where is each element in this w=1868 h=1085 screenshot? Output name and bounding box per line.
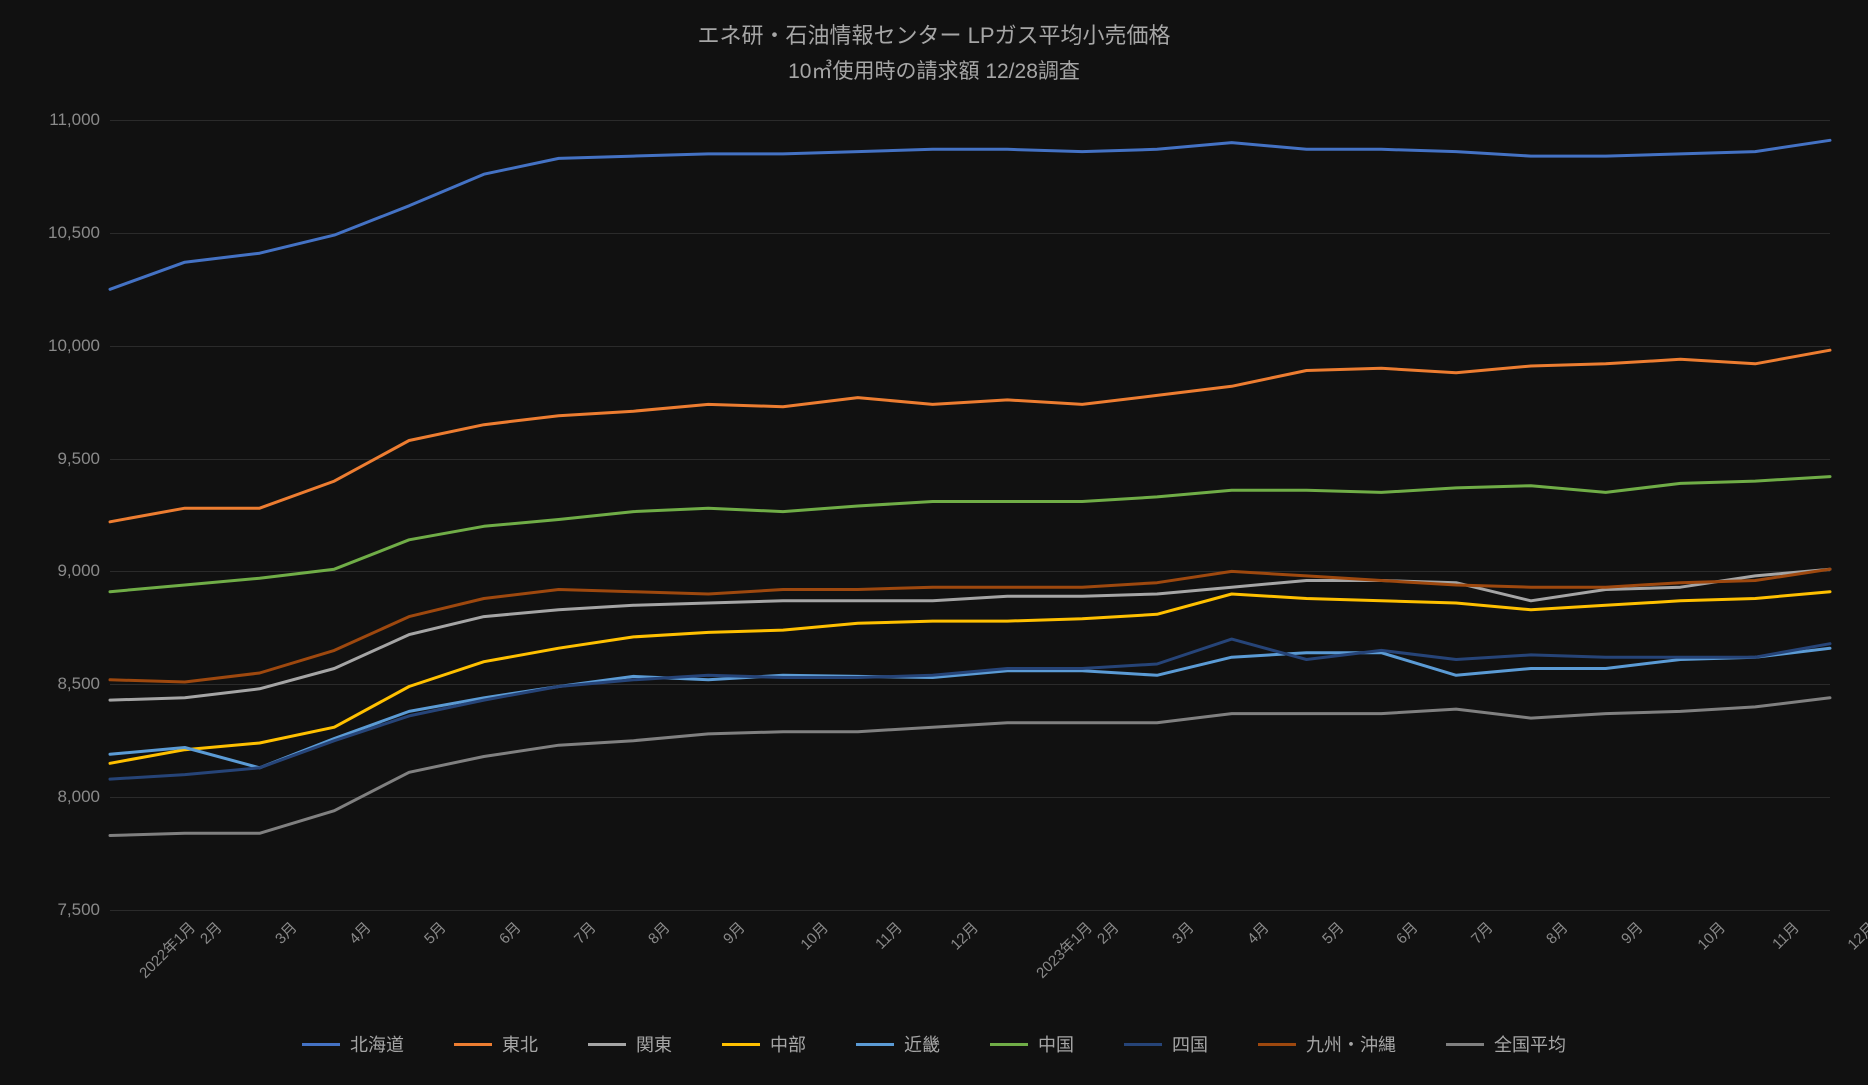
x-tick-label: 12月: [1842, 917, 1868, 954]
y-tick-label: 10,000: [30, 336, 100, 356]
series-line-東北: [110, 350, 1830, 522]
series-line-中部: [110, 592, 1830, 764]
legend-swatch: [302, 1043, 340, 1046]
series-line-全国平均: [110, 698, 1830, 836]
legend-swatch: [1258, 1043, 1296, 1046]
x-tick-label: 5月: [419, 917, 450, 948]
x-tick-label: 4月: [1242, 917, 1273, 948]
legend-item: 関東: [588, 1031, 672, 1057]
x-tick-label: 7月: [1466, 917, 1497, 948]
legend-swatch: [856, 1043, 894, 1046]
series-line-中国: [110, 477, 1830, 592]
x-tick-label: 2月: [1092, 917, 1123, 948]
series-line-北海道: [110, 140, 1830, 289]
y-tick-label: 10,500: [30, 223, 100, 243]
y-tick-label: 11,000: [30, 110, 100, 130]
x-tick-label: 12月: [945, 917, 982, 954]
chart-subtitle: 10㎥使用時の請求額 12/28調査: [0, 55, 1868, 85]
legend-swatch: [1124, 1043, 1162, 1046]
legend-swatch: [722, 1043, 760, 1046]
y-tick-label: 9,000: [30, 561, 100, 581]
legend-label: 中部: [770, 1031, 806, 1057]
y-tick-label: 8,000: [30, 787, 100, 807]
x-tick-label: 9月: [1616, 917, 1647, 948]
legend: 北海道 東北 関東 中部 近畿 中国 四国 九州・沖縄 全国平均: [0, 1031, 1868, 1057]
legend-label: 九州・沖縄: [1306, 1031, 1396, 1057]
series-line-九州・沖縄: [110, 569, 1830, 682]
line-series-svg: [110, 120, 1830, 910]
legend-label: 近畿: [904, 1031, 940, 1057]
x-tick-label: 2022年1月: [134, 917, 200, 983]
legend-item: 四国: [1124, 1031, 1208, 1057]
gridline: [110, 910, 1830, 911]
x-tick-label: 11月: [1767, 917, 1803, 953]
legend-label: 全国平均: [1494, 1031, 1566, 1057]
chart-title: エネ研・石油情報センター LPガス平均小売価格: [0, 18, 1868, 50]
legend-item: 北海道: [302, 1031, 404, 1057]
x-tick-label: 7月: [569, 917, 600, 948]
x-tick-label: 3月: [269, 917, 300, 948]
legend-item: 東北: [454, 1031, 538, 1057]
legend-label: 四国: [1172, 1031, 1208, 1057]
x-tick-label: 6月: [494, 917, 525, 948]
legend-label: 東北: [502, 1031, 538, 1057]
x-tick-label: 5月: [1316, 917, 1347, 948]
legend-swatch: [990, 1043, 1028, 1046]
x-tick-label: 4月: [344, 917, 375, 948]
x-tick-label: 2023年1月: [1031, 917, 1097, 983]
plot-area: [110, 120, 1830, 910]
legend-swatch: [588, 1043, 626, 1046]
x-tick-label: 3月: [1167, 917, 1198, 948]
x-tick-label: 11月: [870, 917, 906, 953]
x-tick-label: 9月: [718, 917, 749, 948]
x-tick-label: 8月: [1541, 917, 1572, 948]
x-tick-label: 2月: [195, 917, 226, 948]
y-tick-label: 9,500: [30, 449, 100, 469]
y-tick-label: 7,500: [30, 900, 100, 920]
legend-item: 九州・沖縄: [1258, 1031, 1396, 1057]
x-tick-label: 8月: [643, 917, 674, 948]
legend-label: 中国: [1038, 1031, 1074, 1057]
legend-item: 全国平均: [1446, 1031, 1566, 1057]
x-tick-label: 10月: [1693, 917, 1730, 954]
chart-container: エネ研・石油情報センター LPガス平均小売価格 10㎥使用時の請求額 12/28…: [0, 0, 1868, 1085]
legend-item: 中部: [722, 1031, 806, 1057]
x-tick-label: 6月: [1391, 917, 1422, 948]
legend-label: 関東: [636, 1031, 672, 1057]
legend-label: 北海道: [350, 1031, 404, 1057]
legend-swatch: [1446, 1043, 1484, 1046]
legend-item: 近畿: [856, 1031, 940, 1057]
legend-swatch: [454, 1043, 492, 1046]
legend-item: 中国: [990, 1031, 1074, 1057]
x-tick-label: 10月: [795, 917, 832, 954]
y-tick-label: 8,500: [30, 674, 100, 694]
